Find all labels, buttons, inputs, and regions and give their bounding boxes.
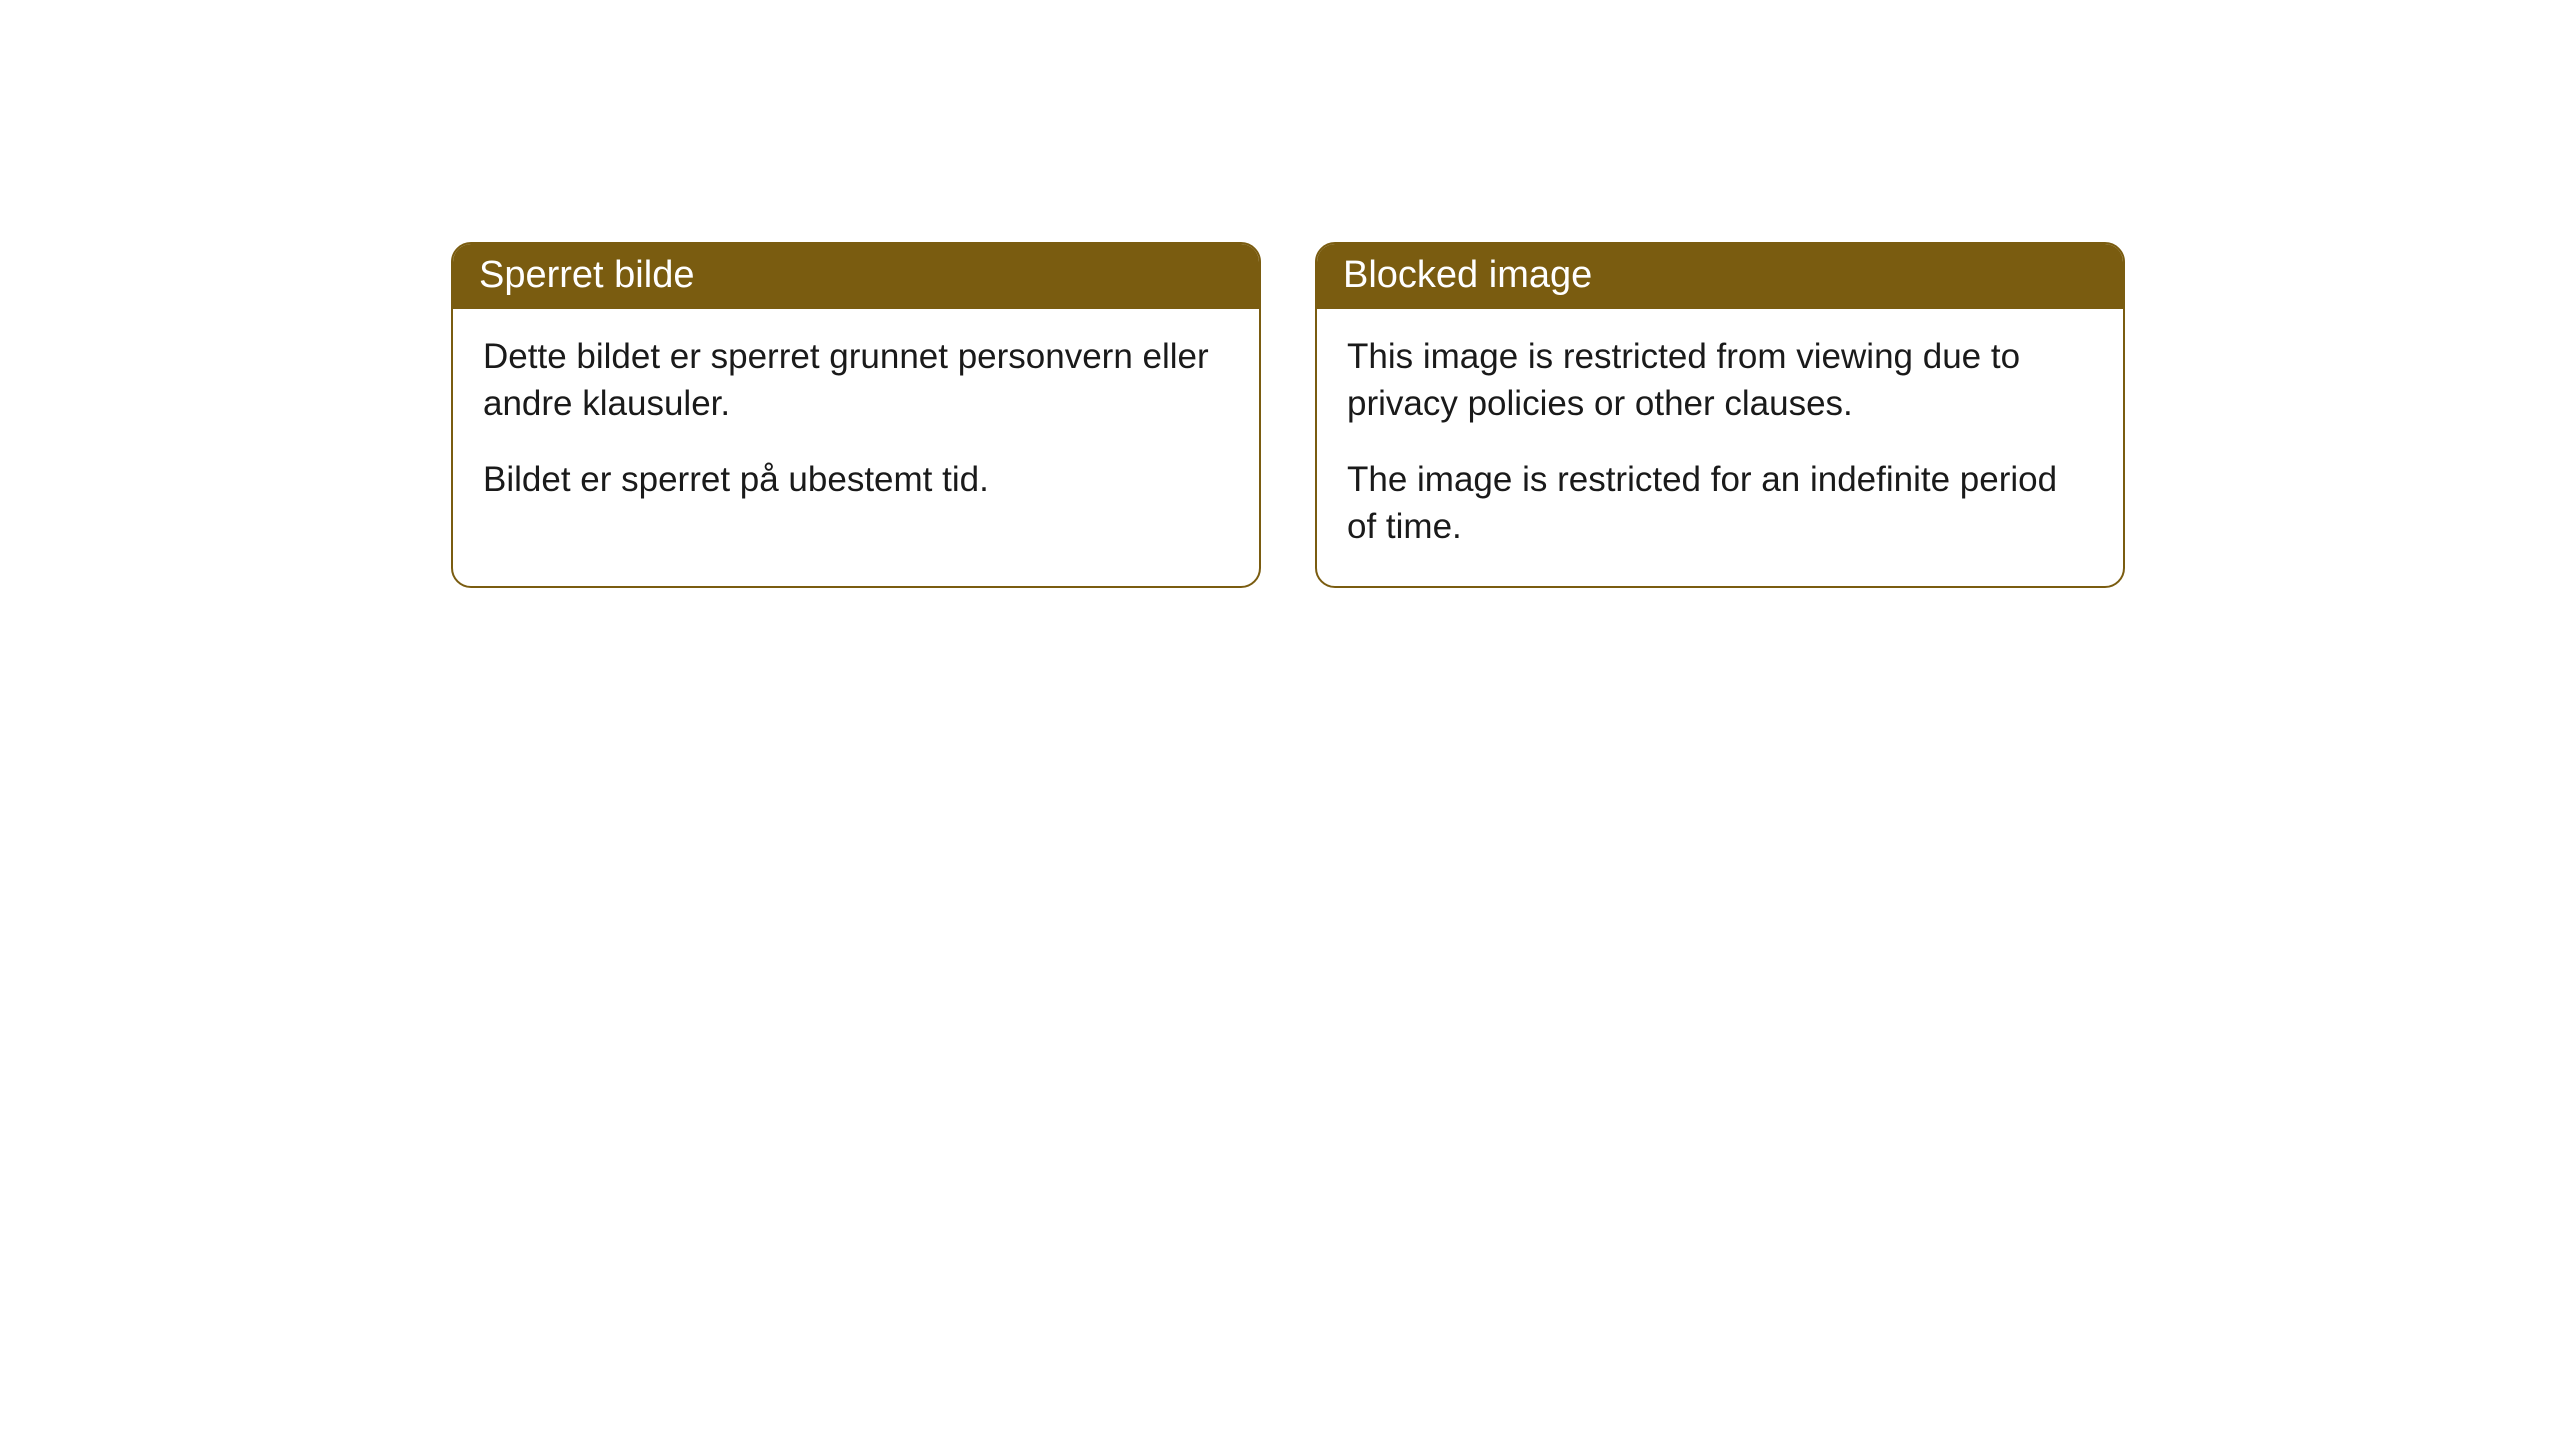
card-body-english: This image is restricted from viewing du… — [1317, 309, 2123, 586]
cards-container: Sperret bilde Dette bildet er sperret gr… — [451, 242, 2125, 588]
card-paragraph-2: The image is restricted for an indefinit… — [1347, 456, 2093, 551]
card-paragraph-1: This image is restricted from viewing du… — [1347, 333, 2093, 428]
card-body-norwegian: Dette bildet er sperret grunnet personve… — [453, 309, 1259, 539]
blocked-image-card-english: Blocked image This image is restricted f… — [1315, 242, 2125, 588]
blocked-image-card-norwegian: Sperret bilde Dette bildet er sperret gr… — [451, 242, 1261, 588]
card-paragraph-1: Dette bildet er sperret grunnet personve… — [483, 333, 1229, 428]
card-header-norwegian: Sperret bilde — [453, 244, 1259, 309]
card-header-english: Blocked image — [1317, 244, 2123, 309]
card-paragraph-2: Bildet er sperret på ubestemt tid. — [483, 456, 1229, 503]
